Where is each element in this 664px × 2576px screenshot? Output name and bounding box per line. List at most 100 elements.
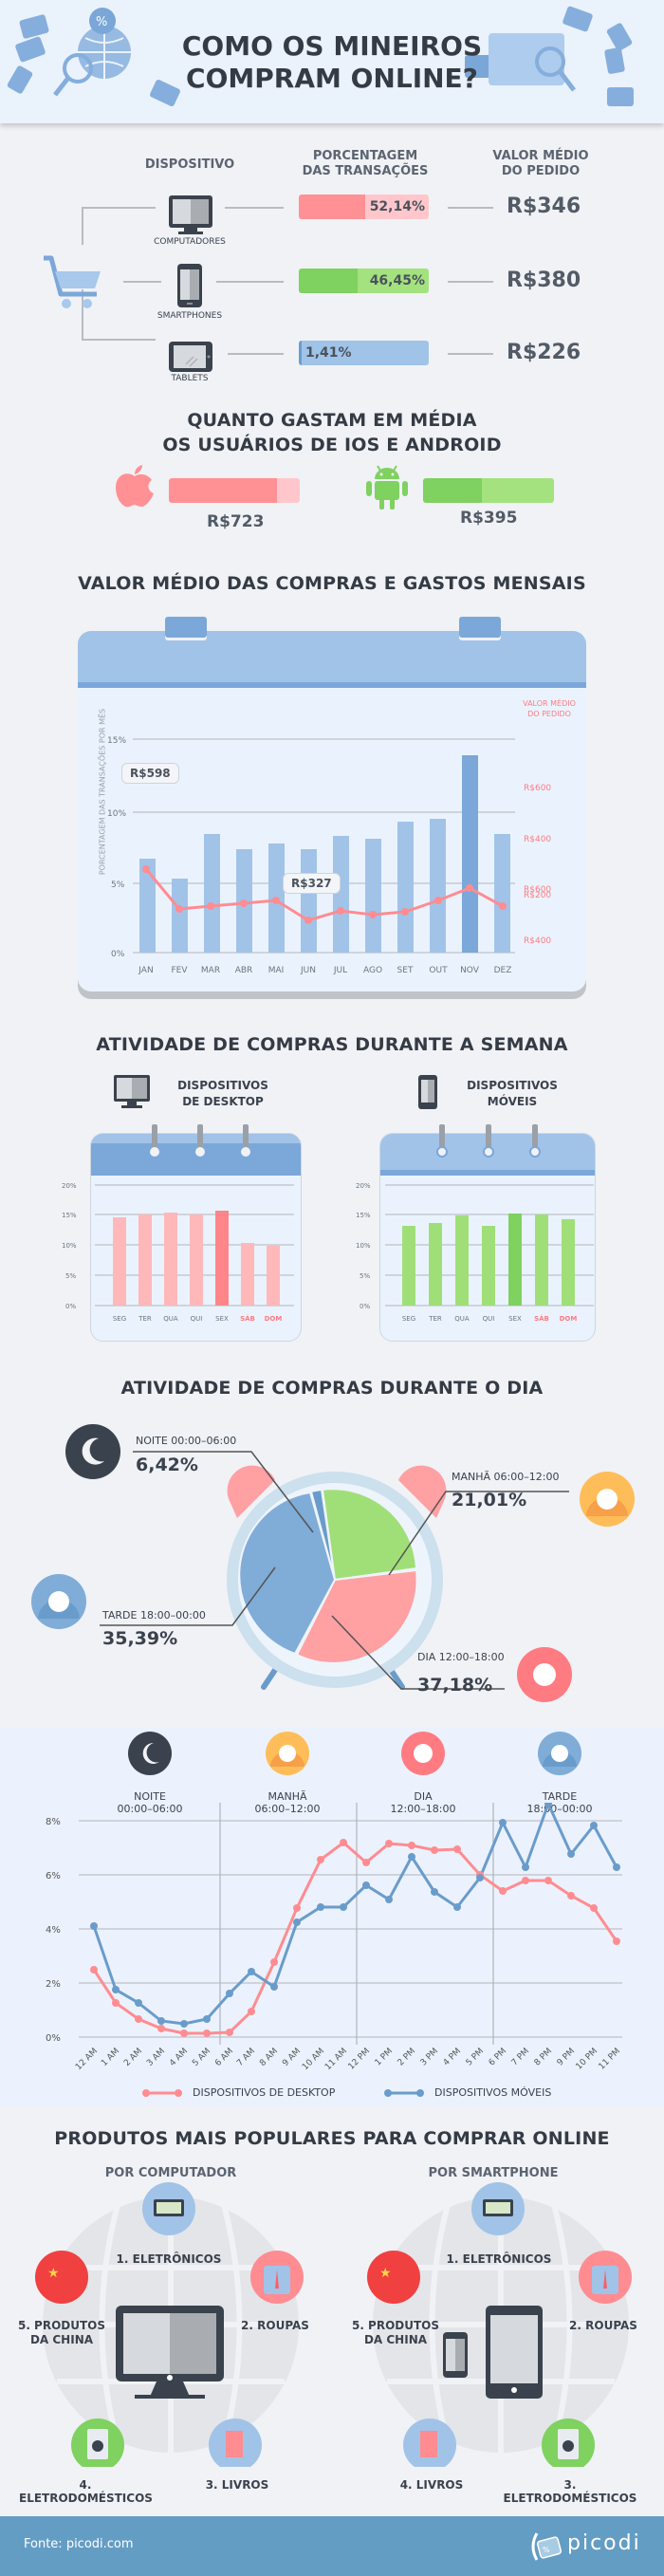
svg-text:11 PM: 11 PM bbox=[598, 2047, 623, 2072]
tree-line bbox=[123, 281, 161, 283]
android-bar bbox=[423, 478, 554, 503]
svg-text:1 AM: 1 AM bbox=[100, 2047, 121, 2068]
product-item: 2. ROUPAS bbox=[241, 2319, 309, 2332]
smartphone-icon bbox=[177, 264, 202, 307]
col-header-value: VALOR MÉDIO DO PEDIDO bbox=[492, 149, 589, 178]
connector-line bbox=[228, 353, 284, 355]
device-label: TABLETS bbox=[171, 374, 209, 383]
svg-text:★: ★ bbox=[47, 2266, 60, 2281]
product-item: 4. LIVROS bbox=[399, 2478, 464, 2492]
period-manha: MANHÃ 06:00–12:00 bbox=[254, 1790, 321, 1815]
connector-line bbox=[448, 281, 493, 283]
segment-label-tarde: TARDE 18:00–00:00 bbox=[102, 1609, 206, 1622]
tree-line bbox=[82, 207, 156, 209]
callout-max: R$598 bbox=[121, 763, 179, 784]
pct-bar-computers: 52,14% bbox=[299, 195, 429, 219]
svg-text:12 AM: 12 AM bbox=[74, 2047, 100, 2072]
connector-line bbox=[225, 207, 284, 209]
y2-axis-label: VALOR MÉDIO DO PEDIDO bbox=[523, 699, 576, 718]
svg-text:SEX: SEX bbox=[508, 1315, 522, 1323]
ios-bar bbox=[169, 478, 300, 503]
mobile-label: DISPOSITIVOS MÓVEIS bbox=[467, 1079, 558, 1108]
calendar-ring bbox=[165, 617, 207, 638]
product-item: 1. ELETRÔNICOS bbox=[446, 2252, 552, 2266]
svg-text:3 PM: 3 PM bbox=[419, 2047, 440, 2067]
col-header-device: DISPOSITIVO bbox=[144, 158, 235, 172]
desktop-label: DISPOSITIVOS DE DESKTOP bbox=[177, 1079, 268, 1108]
svg-text:JUL: JUL bbox=[333, 966, 347, 975]
tree-line bbox=[82, 207, 83, 245]
source-text: Fonte: picodi.com bbox=[24, 2537, 134, 2551]
tablet-smartphone-icon bbox=[443, 2306, 543, 2399]
hourly-panel bbox=[0, 1727, 664, 2106]
svg-text:4%: 4% bbox=[46, 1925, 61, 1936]
svg-text:QUA: QUA bbox=[454, 1315, 470, 1323]
svg-text:5%: 5% bbox=[65, 1272, 76, 1280]
product-item: 5. PRODUTOS DA CHINA bbox=[351, 2319, 440, 2346]
svg-text:1 PM: 1 PM bbox=[374, 2047, 395, 2067]
svg-text:JAN: JAN bbox=[138, 966, 153, 975]
svg-text:MAR: MAR bbox=[201, 966, 220, 975]
svg-text:ABR: ABR bbox=[235, 966, 253, 975]
svg-text:2 PM: 2 PM bbox=[397, 2047, 417, 2067]
svg-text:5 AM: 5 AM bbox=[191, 2047, 212, 2068]
svg-text:20%: 20% bbox=[356, 1182, 371, 1190]
moon-icon bbox=[65, 1424, 120, 1479]
svg-text:5%: 5% bbox=[360, 1272, 370, 1280]
svg-text:AGO: AGO bbox=[363, 966, 382, 975]
svg-text:9 AM: 9 AM bbox=[281, 2047, 303, 2068]
svg-text:OUT: OUT bbox=[429, 966, 448, 975]
product-item: 3. ELETRODOMÉSTICOS bbox=[503, 2478, 637, 2505]
svg-text:NOV: NOV bbox=[460, 966, 480, 975]
products-smartphone-heading: POR SMARTPHONE bbox=[428, 2166, 559, 2180]
svg-text:SEG: SEG bbox=[113, 1315, 126, 1323]
svg-text:QUI: QUI bbox=[483, 1315, 495, 1323]
svg-text:2 AM: 2 AM bbox=[122, 2047, 144, 2068]
callout-min: R$327 bbox=[283, 873, 341, 894]
svg-text:4 PM: 4 PM bbox=[442, 2047, 463, 2067]
avg-value: R$380 bbox=[507, 269, 581, 292]
os-section-title: QUANTO GASTAM EM MÉDIA OS USUÁRIOS DE IOS… bbox=[162, 410, 502, 455]
svg-text:2%: 2% bbox=[46, 1979, 61, 1990]
y2-tick: R$200 bbox=[524, 891, 552, 900]
svg-text:10%: 10% bbox=[107, 809, 126, 819]
products-computer-heading: POR COMPUTADOR bbox=[104, 2166, 237, 2180]
calendar-ring bbox=[459, 617, 501, 638]
weekly-section-title: ATIVIDADE DE COMPRAS DURANTE A SEMANA bbox=[96, 1034, 568, 1055]
mobile-week-chart: 20% 15% 10% 5% 0% SEG TER QUA QUI SEX SÁB DOM bbox=[356, 1124, 594, 1323]
svg-text:SÁB: SÁB bbox=[240, 1314, 255, 1323]
svg-text:0%: 0% bbox=[111, 950, 125, 959]
tree-line bbox=[82, 339, 156, 341]
pct-bar-tablets: 1,41% bbox=[299, 341, 429, 365]
legend-mobile-icon bbox=[384, 2089, 424, 2097]
y2-tick: R$600 bbox=[524, 784, 552, 793]
header-banner: % COMO OS MINEIROS COMPRAM ONLINE? bbox=[0, 0, 664, 123]
legend-desktop: DISPOSITIVOS DE DESKTOP bbox=[193, 2086, 336, 2099]
svg-text:8%: 8% bbox=[46, 1817, 61, 1827]
avg-value: R$226 bbox=[507, 341, 581, 364]
monitor-icon bbox=[114, 1075, 150, 1108]
segment-pct-manha: 21,01% bbox=[452, 1490, 527, 1510]
segment-pct-noite: 6,42% bbox=[136, 1455, 198, 1475]
svg-text:10%: 10% bbox=[356, 1242, 371, 1250]
svg-text:6%: 6% bbox=[46, 1871, 61, 1881]
y2-tick: R$400 bbox=[524, 835, 552, 844]
svg-text:0%: 0% bbox=[46, 2033, 61, 2044]
products-section-title: PRODUTOS MAIS POPULARES PARA COMPRAR ONL… bbox=[54, 2128, 610, 2149]
svg-text:TER: TER bbox=[138, 1315, 152, 1323]
svg-text:%: % bbox=[543, 2546, 550, 2554]
svg-text:MAI: MAI bbox=[268, 966, 285, 975]
product-item: 4. ELETRODOMÉSTICOS bbox=[19, 2478, 153, 2505]
period-tarde: TARDE 18:00–00:00 bbox=[526, 1790, 593, 1815]
svg-text:JUN: JUN bbox=[300, 966, 316, 975]
brand-logo[interactable]: picodi bbox=[567, 2531, 641, 2555]
svg-text:7 PM: 7 PM bbox=[510, 2047, 531, 2067]
daily-section-title: ATIVIDADE DE COMPRAS DURANTE O DIA bbox=[120, 1378, 544, 1399]
segment-pct-tarde: 35,39% bbox=[102, 1628, 178, 1649]
svg-text:15%: 15% bbox=[356, 1212, 371, 1219]
header-decor-icons: % bbox=[7, 6, 634, 106]
svg-text:7 AM: 7 AM bbox=[235, 2047, 257, 2068]
svg-text:3 AM: 3 AM bbox=[145, 2047, 167, 2068]
svg-text:FEV: FEV bbox=[171, 966, 188, 975]
svg-text:10 AM: 10 AM bbox=[301, 2047, 326, 2072]
